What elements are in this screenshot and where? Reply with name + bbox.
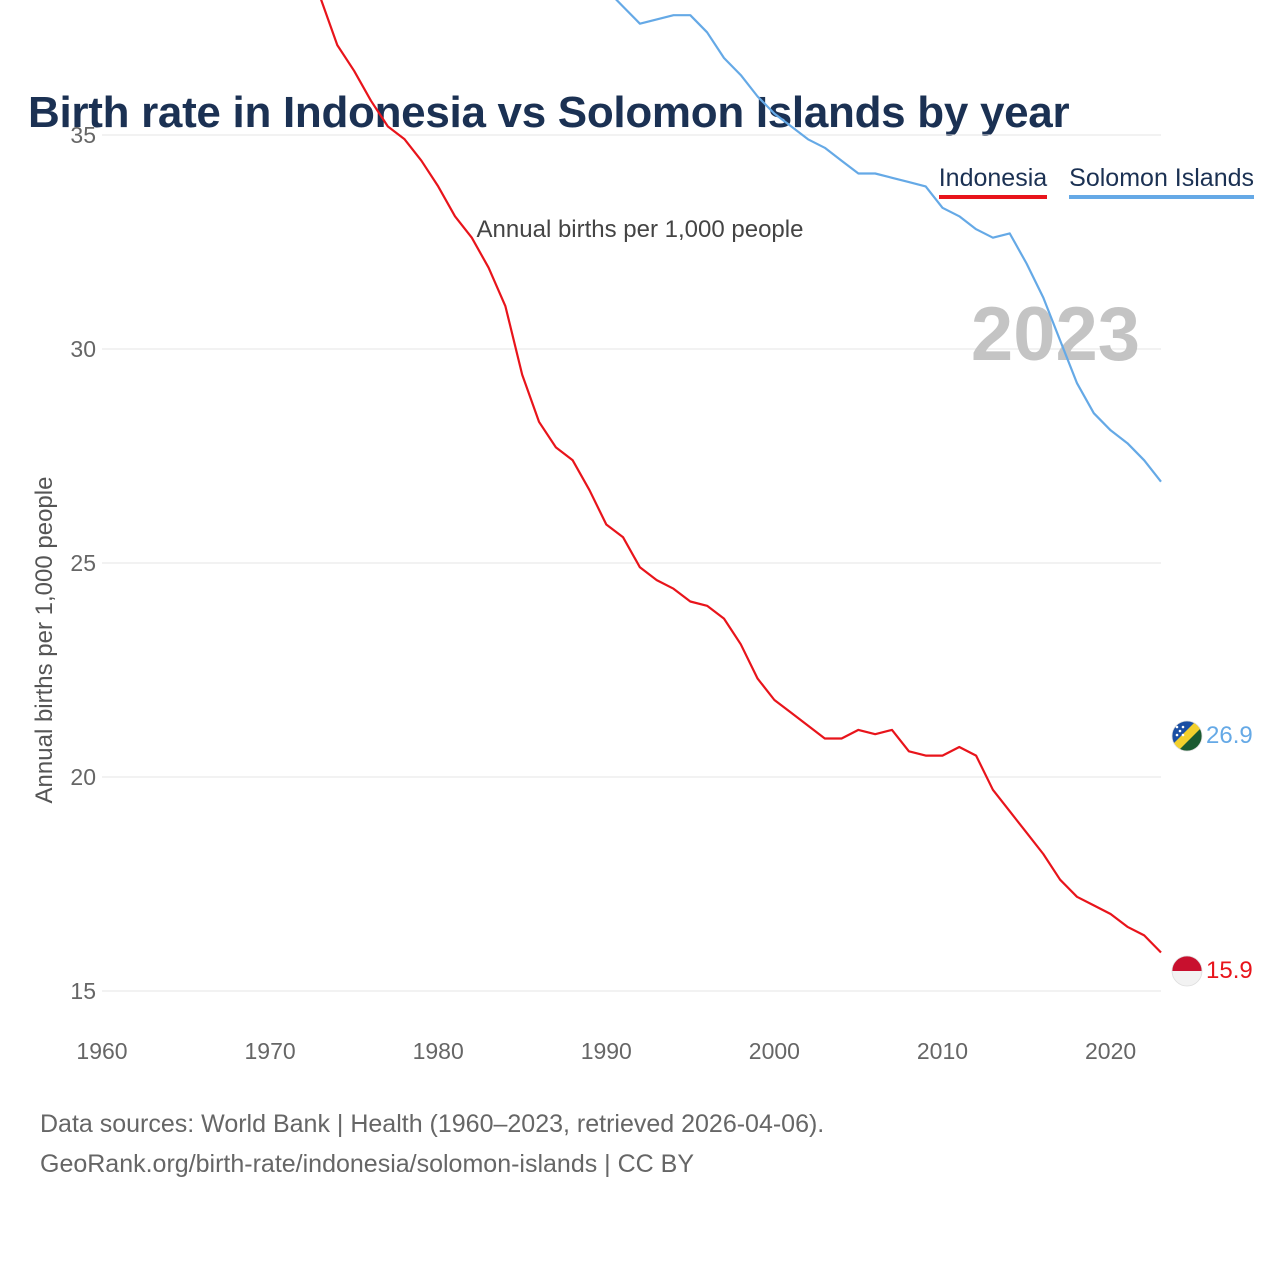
x-tick-label: 1970 [245, 1038, 296, 1064]
legend-item-indonesia[interactable]: Indonesia [938, 164, 1048, 199]
x-tick-label: 2010 [917, 1038, 968, 1064]
footer: Data sources: World Bank | Health (1960–… [40, 1104, 824, 1184]
indonesia-flag-icon [1171, 955, 1203, 987]
y-tick-label: 30 [70, 336, 96, 362]
series-line-indonesia[interactable] [102, 0, 1162, 954]
source-link[interactable]: GeoRank.org/birth-rate/indonesia/solomon… [40, 1150, 695, 1178]
y-tick-label: 20 [70, 764, 96, 790]
end-value-label-indonesia: 15.9 [1206, 957, 1253, 984]
y-tick-label: 35 [70, 122, 96, 148]
legend: Indonesia Solomon Islands [938, 164, 1254, 199]
y-axis-label: Annual births per 1,000 people [31, 477, 58, 804]
legend-item-solomon-islands[interactable]: Solomon Islands [1069, 164, 1254, 199]
x-tick-label: 1990 [581, 1038, 632, 1064]
grid-lines [102, 134, 1161, 992]
x-tick-label: 1960 [76, 1038, 127, 1064]
series-lines [102, 0, 1162, 954]
series-line-solomon-islands[interactable] [102, 0, 1162, 483]
data-source-note: Data sources: World Bank | Health (1960–… [40, 1110, 825, 1138]
x-axis-ticks: 1960 1970 1980 1990 2000 2010 2020 [76, 1038, 1136, 1064]
y-tick-label: 25 [70, 550, 96, 576]
x-tick-label: 2000 [749, 1038, 800, 1064]
x-tick-label: 2020 [1085, 1038, 1136, 1064]
solomon-islands-flag-icon [1171, 720, 1203, 752]
end-value-label-solomon-islands: 26.9 [1206, 722, 1253, 749]
chart-subtitle: Annual births per 1,000 people [476, 216, 804, 243]
x-tick-label: 1980 [413, 1038, 464, 1064]
chart-title: Birth rate in Indonesia vs Solomon Islan… [28, 88, 1070, 137]
year-watermark: 2023 [971, 292, 1140, 377]
y-tick-label: 15 [70, 978, 96, 1004]
y-axis-ticks: 15202530354045 [70, 122, 96, 1004]
